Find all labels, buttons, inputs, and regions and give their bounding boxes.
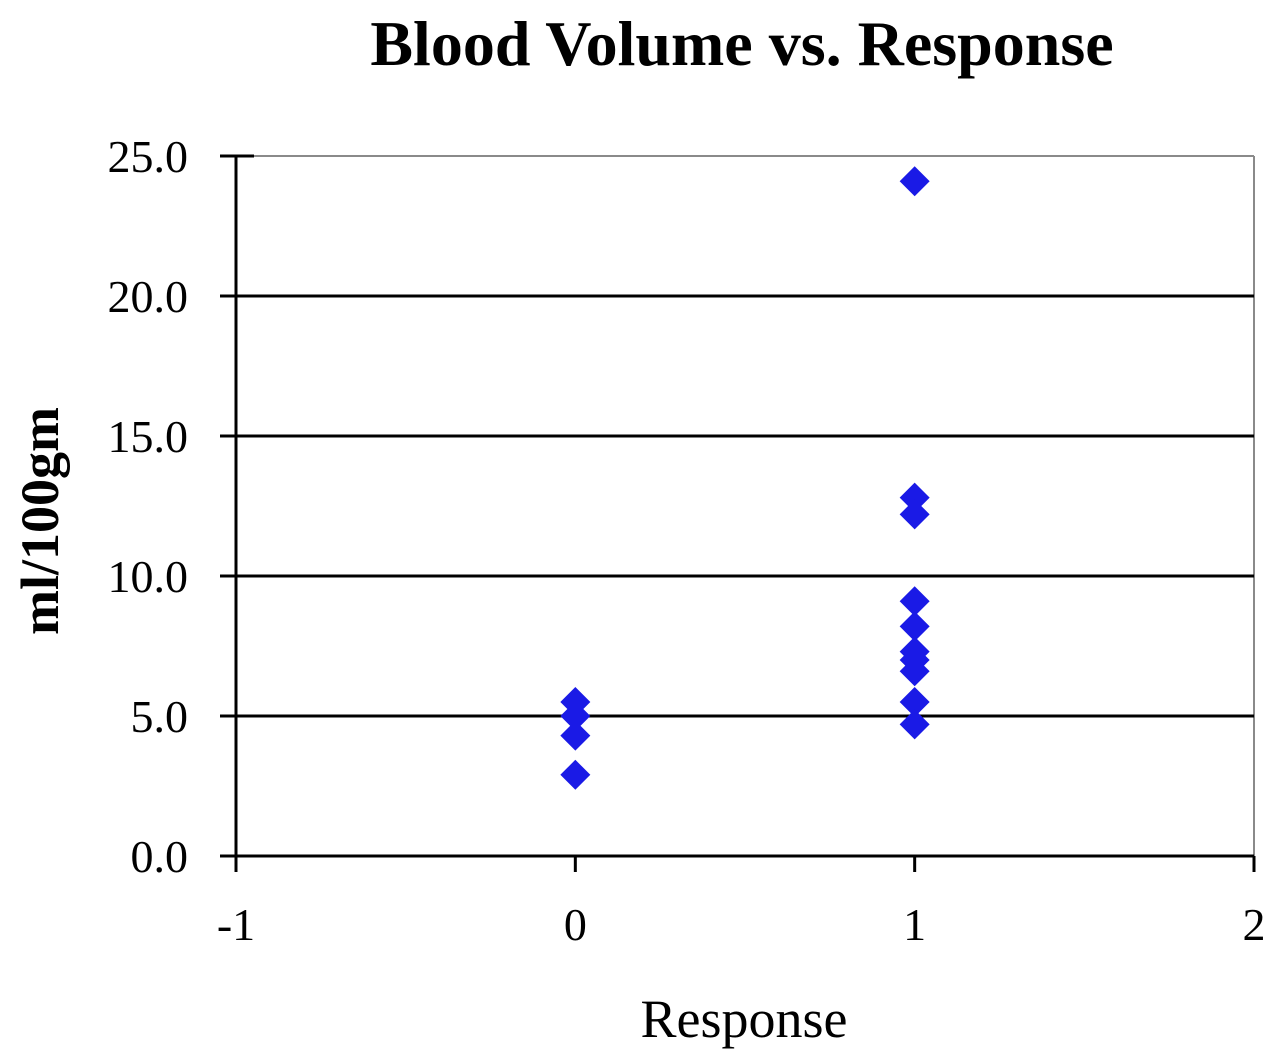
y-tick-label: 20.0 <box>108 271 189 322</box>
data-point-diamond <box>899 166 930 197</box>
data-point-diamond <box>560 759 591 790</box>
plot-area: 0.0 5.0 10.0 15.0 20.0 25.0 -1 0 1 2 <box>108 131 1266 950</box>
data-point-diamond <box>560 701 591 731</box>
data-point-diamond <box>899 499 930 530</box>
x-tick-label: 2 <box>1243 899 1266 950</box>
y-tick-label: 0.0 <box>131 831 189 882</box>
y-tick-label: 15.0 <box>108 411 189 462</box>
y-tick-label: 10.0 <box>108 551 189 602</box>
y-axis-title: ml/100gm <box>10 407 70 635</box>
chart-title: Blood Volume vs. Response <box>370 8 1113 79</box>
x-axis-title: Response <box>641 989 848 1049</box>
data-point-diamond <box>560 720 591 751</box>
y-tick-label: 5.0 <box>131 691 189 742</box>
x-tick-label: 1 <box>903 899 926 950</box>
data-point-diamond <box>899 709 930 740</box>
data-point-diamond <box>899 611 930 642</box>
data-point-diamond <box>899 482 930 513</box>
x-tick-label: 0 <box>564 899 587 950</box>
y-tick-label: 25.0 <box>108 131 189 182</box>
data-point-diamond <box>899 656 930 687</box>
x-tick-label: -1 <box>217 899 255 950</box>
data-point-diamond <box>899 586 930 617</box>
data-point-diamond <box>899 687 930 717</box>
